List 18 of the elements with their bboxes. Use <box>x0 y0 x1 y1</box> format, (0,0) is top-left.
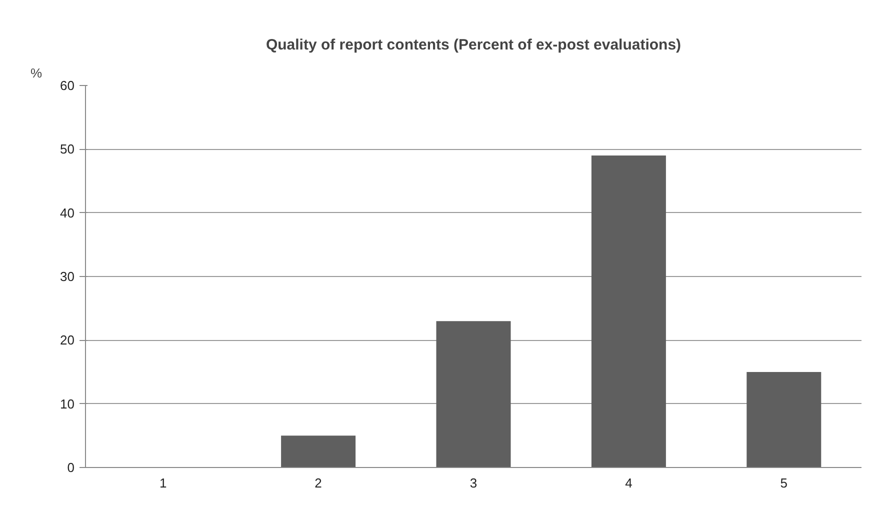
y-tick-label: 10 <box>60 396 75 412</box>
y-tick-label: 50 <box>60 142 75 157</box>
bar <box>746 372 822 468</box>
chart-title: Quality of report contents (Percent of ex-post evaluations) <box>266 36 682 54</box>
y-tick-label: 20 <box>60 332 75 348</box>
x-tick-label: 5 <box>780 476 788 490</box>
y-tick-label: 0 <box>67 460 75 475</box>
y-tick-label: 60 <box>60 78 75 93</box>
y-tick-label: 30 <box>60 269 75 284</box>
bar <box>436 321 511 468</box>
x-tick-label: 2 <box>314 476 322 490</box>
y-tick-label: 40 <box>60 205 75 220</box>
bar <box>281 436 356 468</box>
y-axis-title: % <box>30 66 42 80</box>
x-tick-label: 3 <box>470 476 478 490</box>
x-tick-label: 4 <box>625 476 632 490</box>
bar <box>591 156 666 468</box>
x-tick-label: 1 <box>159 476 167 490</box>
